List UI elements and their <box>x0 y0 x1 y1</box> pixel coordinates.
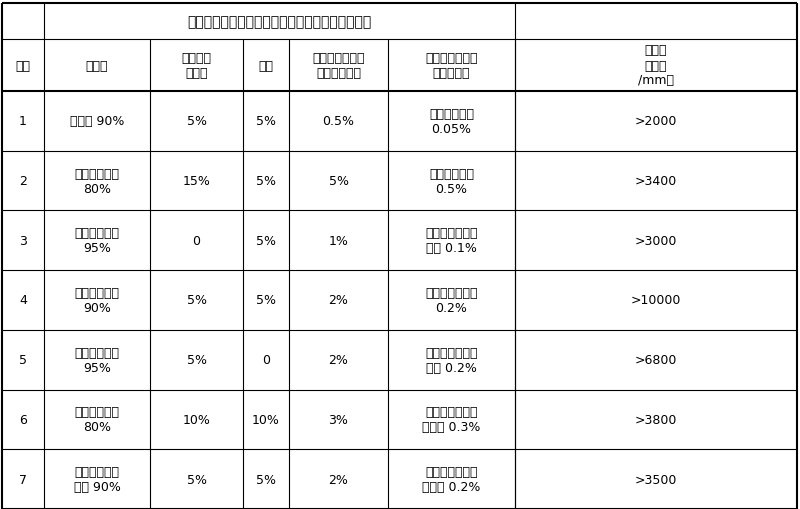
Text: 5%: 5% <box>256 294 276 307</box>
Text: >3800: >3800 <box>635 413 677 426</box>
Text: 聚烯烃: 聚烯烃 <box>86 60 108 72</box>
Text: >2000: >2000 <box>635 115 677 128</box>
Text: 3: 3 <box>19 234 27 247</box>
Text: 5%: 5% <box>329 175 349 188</box>
Text: 3%: 3% <box>329 413 349 426</box>
Text: 2%: 2% <box>329 473 349 486</box>
Text: 高密度聚乙烯
95%: 高密度聚乙烯 95% <box>74 227 119 255</box>
Text: 道路沥青混凝土抗车辙剂组分配比（质量百分比）: 道路沥青混凝土抗车辙剂组分配比（质量百分比） <box>187 15 372 29</box>
Text: 4: 4 <box>19 294 27 307</box>
Text: 15%: 15% <box>182 175 210 188</box>
Text: 线性低密度聚
乙烯 90%: 线性低密度聚 乙烯 90% <box>74 465 121 493</box>
Text: 5%: 5% <box>256 473 276 486</box>
Text: 组别: 组别 <box>15 60 30 72</box>
Text: 2%: 2% <box>329 354 349 366</box>
Text: 过氧化十二酰
0.05%: 过氧化十二酰 0.05% <box>429 107 474 135</box>
Text: 2%: 2% <box>329 294 349 307</box>
Text: 低密度聚乙烯
90%: 低密度聚乙烯 90% <box>74 287 119 315</box>
Text: 5: 5 <box>19 354 27 366</box>
Text: 动稳定
度（次
/mm）: 动稳定 度（次 /mm） <box>638 44 674 88</box>
Text: 1: 1 <box>19 115 27 128</box>
Text: 5%: 5% <box>186 473 206 486</box>
Text: 10%: 10% <box>182 413 210 426</box>
Text: 引发剂及其占聚
烯烃的比率: 引发剂及其占聚 烯烃的比率 <box>426 52 478 80</box>
Text: 5%: 5% <box>186 354 206 366</box>
Text: 过氧化叔戊酸叔
丁酯 0.2%: 过氧化叔戊酸叔 丁酯 0.2% <box>426 346 478 374</box>
Text: >10000: >10000 <box>631 294 681 307</box>
Text: 改性单体（占聚
烯烃的比率）: 改性单体（占聚 烯烃的比率） <box>312 52 365 80</box>
Text: 过氧化二异丙苯
0.2%: 过氧化二异丙苯 0.2% <box>426 287 478 315</box>
Text: 5%: 5% <box>256 234 276 247</box>
Text: >3000: >3000 <box>635 234 677 247</box>
Text: 0: 0 <box>193 234 201 247</box>
Text: 过氧化苯甲酰
0.5%: 过氧化苯甲酰 0.5% <box>429 167 474 195</box>
Text: 1%: 1% <box>329 234 349 247</box>
Text: >3500: >3500 <box>635 473 677 486</box>
Text: 5%: 5% <box>256 175 276 188</box>
Text: 低密度聚乙烯
80%: 低密度聚乙烯 80% <box>74 406 119 434</box>
Text: >6800: >6800 <box>635 354 677 366</box>
Text: 5%: 5% <box>256 115 276 128</box>
Text: 5%: 5% <box>186 115 206 128</box>
Text: 过氧化二碳酸二
异丙酯 0.3%: 过氧化二碳酸二 异丙酯 0.3% <box>422 406 481 434</box>
Text: 2: 2 <box>19 175 27 188</box>
Text: 高密度聚乙烯
80%: 高密度聚乙烯 80% <box>74 167 119 195</box>
Text: 6: 6 <box>19 413 27 426</box>
Text: 10%: 10% <box>252 413 280 426</box>
Text: 0: 0 <box>262 354 270 366</box>
Text: 过氧化二碳酸二
环己酯 0.2%: 过氧化二碳酸二 环己酯 0.2% <box>422 465 481 493</box>
Text: 7: 7 <box>19 473 27 486</box>
Text: 无机矿物
填充料: 无机矿物 填充料 <box>182 52 211 80</box>
Text: 沥青: 沥青 <box>258 60 274 72</box>
Text: 过氧化苯甲酸叔
丁酯 0.1%: 过氧化苯甲酸叔 丁酯 0.1% <box>426 227 478 255</box>
Text: 聚丙烯 90%: 聚丙烯 90% <box>70 115 124 128</box>
Text: 5%: 5% <box>186 294 206 307</box>
Text: >3400: >3400 <box>635 175 677 188</box>
Text: 低密度聚乙烯
95%: 低密度聚乙烯 95% <box>74 346 119 374</box>
Text: 0.5%: 0.5% <box>322 115 354 128</box>
